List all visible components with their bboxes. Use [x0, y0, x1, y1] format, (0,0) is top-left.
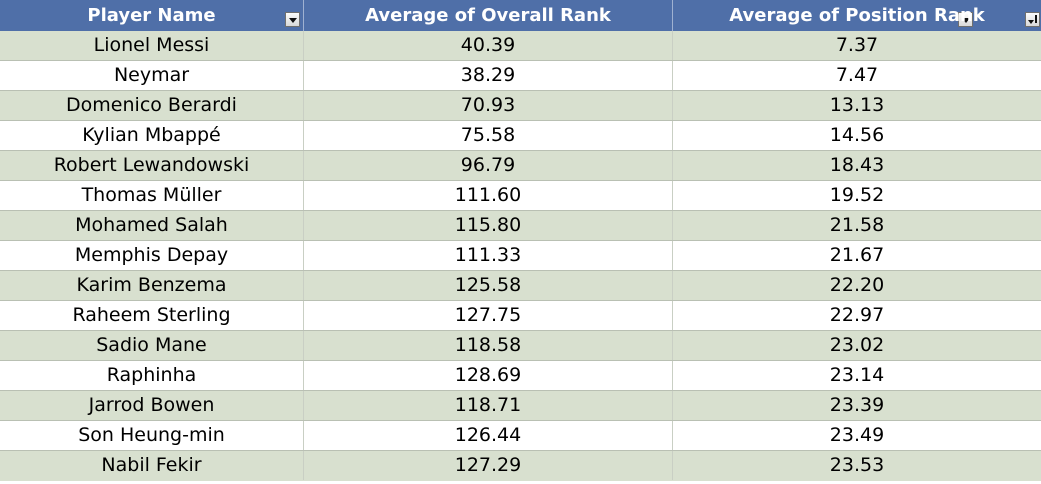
table-row: Memphis Depay 111.33 21.67 [0, 241, 1041, 271]
player-name-cell[interactable]: Lionel Messi [0, 31, 304, 60]
player-name-cell[interactable]: Sadio Mane [0, 331, 304, 360]
table-row: Kylian Mbappé 75.58 14.56 [0, 121, 1041, 151]
position-rank-cell[interactable]: 19.52 [829, 184, 885, 206]
player-name-cell[interactable]: Memphis Depay [0, 241, 304, 270]
header-average-overall-rank[interactable]: Average of Overall Rank [304, 0, 973, 31]
position-rank-cell[interactable]: 23.49 [829, 424, 885, 446]
player-name-cell[interactable]: Karim Benzema [0, 271, 304, 300]
header-row: Player Name Average of Overall Rank Aver… [0, 0, 1041, 31]
overall-rank-cell[interactable]: 126.44 [304, 421, 673, 450]
player-name-cell[interactable]: Robert Lewandowski [0, 151, 304, 180]
position-rank-cell[interactable]: 7.37 [835, 34, 879, 56]
header-average-position-rank-label: Average of Position Rank [729, 5, 985, 26]
player-name-cell[interactable]: Neymar [0, 61, 304, 90]
player-name-cell[interactable]: Jarrod Bowen [0, 391, 304, 420]
overall-rank-cell[interactable]: 75.58 [304, 121, 673, 150]
player-name-cell[interactable]: Son Heung-min [0, 421, 304, 450]
filter-dropdown-icon[interactable] [285, 12, 300, 27]
header-average-overall-rank-label: Average of Overall Rank [365, 5, 611, 26]
overall-rank-cell[interactable]: 125.58 [304, 271, 673, 300]
player-name-cell[interactable]: Raphinha [0, 361, 304, 390]
table-row: Son Heung-min 126.44 23.49 [0, 421, 1041, 451]
filter-dropdown-icon[interactable] [958, 12, 973, 27]
table-row: Sadio Mane 118.58 23.02 [0, 331, 1041, 361]
position-rank-cell[interactable]: 21.58 [829, 214, 885, 236]
player-name-cell[interactable]: Domenico Berardi [0, 91, 304, 120]
position-rank-cell[interactable]: 21.67 [829, 244, 885, 266]
overall-rank-cell[interactable]: 118.71 [304, 391, 673, 420]
overall-rank-cell[interactable]: 96.79 [304, 151, 673, 180]
player-name-cell[interactable]: Kylian Mbappé [0, 121, 304, 150]
overall-rank-cell[interactable]: 40.39 [304, 31, 673, 60]
overall-rank-cell[interactable]: 127.75 [304, 301, 673, 330]
position-rank-cell[interactable]: 23.14 [829, 364, 885, 386]
position-rank-cell[interactable]: 23.53 [829, 454, 885, 476]
overall-rank-cell[interactable]: 111.60 [304, 181, 673, 210]
player-name-cell[interactable]: Thomas Müller [0, 181, 304, 210]
table-row: Neymar 38.29 7.47 [0, 61, 1041, 91]
table-row: Karim Benzema 125.58 22.20 [0, 271, 1041, 301]
sort-descending-icon[interactable] [1025, 12, 1040, 27]
overall-rank-cell[interactable]: 111.33 [304, 241, 673, 270]
position-rank-cell[interactable]: 22.97 [829, 304, 885, 326]
position-rank-cell[interactable]: 23.39 [829, 394, 885, 416]
table-row: Mohamed Salah 115.80 21.58 [0, 211, 1041, 241]
overall-rank-cell[interactable]: 115.80 [304, 211, 673, 240]
position-rank-cell[interactable]: 13.13 [829, 94, 885, 116]
table-body: Lionel Messi 40.39 7.37 Neymar 38.29 7.4… [0, 31, 1041, 481]
table-row: Thomas Müller 111.60 19.52 [0, 181, 1041, 211]
player-name-cell[interactable]: Raheem Sterling [0, 301, 304, 330]
player-name-cell[interactable]: Nabil Fekir [0, 451, 304, 480]
table-row: Lionel Messi 40.39 7.37 [0, 31, 1041, 61]
position-rank-cell[interactable]: 7.47 [835, 64, 879, 86]
position-rank-cell[interactable]: 22.20 [829, 274, 885, 296]
header-player-name[interactable]: Player Name [0, 0, 304, 31]
table-row: Jarrod Bowen 118.71 23.39 [0, 391, 1041, 421]
table-row: Robert Lewandowski 96.79 18.43 [0, 151, 1041, 181]
position-rank-cell[interactable]: 18.43 [829, 154, 885, 176]
table-row: Domenico Berardi 70.93 13.13 [0, 91, 1041, 121]
position-rank-cell[interactable]: 14.56 [829, 124, 885, 146]
overall-rank-cell[interactable]: 127.29 [304, 451, 673, 480]
overall-rank-cell[interactable]: 38.29 [304, 61, 673, 90]
table-row: Raheem Sterling 127.75 22.97 [0, 301, 1041, 331]
overall-rank-cell[interactable]: 70.93 [304, 91, 673, 120]
table-row: Raphinha 128.69 23.14 [0, 361, 1041, 391]
table-row: Nabil Fekir 127.29 23.53 [0, 451, 1041, 481]
position-rank-cell[interactable]: 23.02 [829, 334, 885, 356]
player-name-cell[interactable]: Mohamed Salah [0, 211, 304, 240]
header-average-position-rank[interactable]: Average of Position Rank [673, 0, 1041, 31]
overall-rank-cell[interactable]: 118.58 [304, 331, 673, 360]
header-player-name-label: Player Name [87, 5, 216, 26]
overall-rank-cell[interactable]: 128.69 [304, 361, 673, 390]
